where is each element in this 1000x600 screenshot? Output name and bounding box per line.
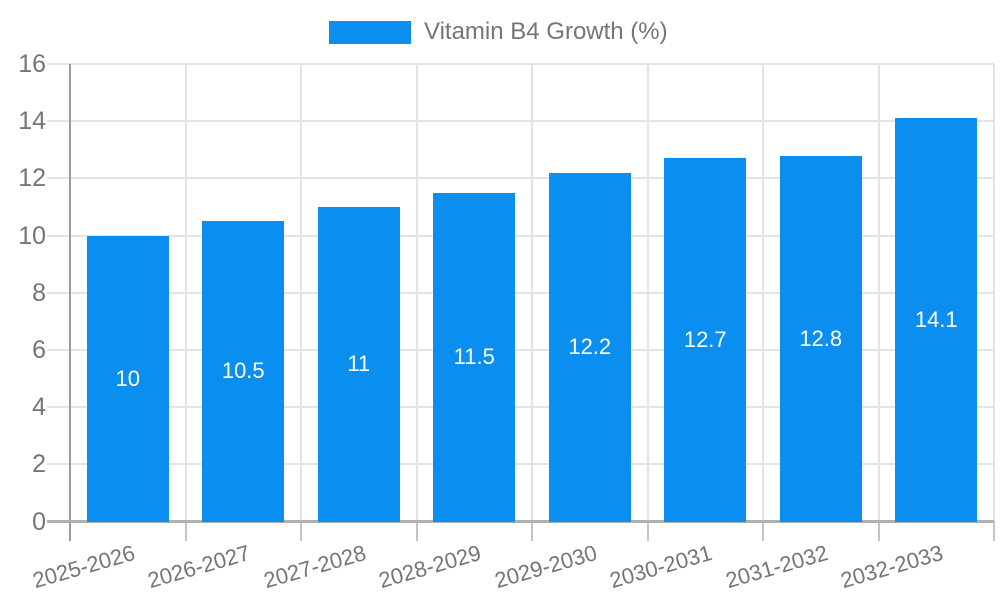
bar-value-label: 10.5 <box>221 358 265 384</box>
x-axis-category-label: 2027-2028 <box>260 540 369 594</box>
y-axis-tick-label: 6 <box>32 335 46 364</box>
bar-2029-2030[interactable] <box>548 172 631 522</box>
bar-2031-2032[interactable] <box>779 155 862 522</box>
x-axis-tick <box>762 521 764 541</box>
x-gridline <box>646 64 649 522</box>
x-gridline <box>415 64 418 522</box>
y-gridline <box>47 291 994 294</box>
bar-2030-2031[interactable] <box>664 158 747 522</box>
y-gridline <box>47 406 994 409</box>
bar-2028-2029[interactable] <box>433 192 516 522</box>
x-axis-tick <box>184 521 187 541</box>
y-axis-tick-label: 0 <box>32 507 46 536</box>
bar-value-label: 14.1 <box>914 306 958 332</box>
bar-value-label: 11 <box>347 351 371 377</box>
legend-item[interactable]: Vitamin B4 Growth (%) <box>329 20 668 44</box>
x-axis-category-label: 2032-2033 <box>837 540 946 594</box>
bar-2032-2033[interactable] <box>895 118 978 522</box>
x-gridline <box>184 64 187 522</box>
bar-2027-2028[interactable] <box>317 206 400 522</box>
y-axis-tick-label: 12 <box>18 164 46 193</box>
y-gridline <box>47 348 994 351</box>
x-axis-category-label: 2029-2030 <box>491 540 600 594</box>
bar-2026-2027[interactable] <box>202 221 285 522</box>
legend-swatch-icon <box>329 20 411 44</box>
x-axis-line <box>47 520 994 523</box>
y-gridline <box>47 120 994 123</box>
x-axis-tick <box>300 521 302 541</box>
y-axis-tick-label: 2 <box>32 450 46 479</box>
x-axis-category-label: 2030-2031 <box>606 540 715 594</box>
bar-value-label: 10 <box>115 365 140 391</box>
x-axis-tick <box>531 521 533 541</box>
y-gridline <box>47 463 994 466</box>
bar-value-label: 12.2 <box>568 334 612 360</box>
y-axis-line <box>69 64 71 541</box>
x-axis-category-label: 2031-2032 <box>722 540 831 594</box>
x-gridline <box>300 64 302 522</box>
y-axis-tick-label: 8 <box>32 278 46 307</box>
bar-value-label: 11.5 <box>453 344 495 370</box>
x-axis-category-label: 2026-2027 <box>144 540 253 594</box>
x-axis-category-label: 2025-2026 <box>29 540 138 594</box>
y-gridline <box>47 234 994 237</box>
x-gridline <box>877 64 880 522</box>
x-gridline <box>531 64 533 522</box>
y-axis-tick-label: 4 <box>32 393 46 422</box>
x-gridline <box>762 64 764 522</box>
bar-2025-2026[interactable] <box>86 235 169 522</box>
y-axis-tick-label: 10 <box>18 221 46 250</box>
y-gridline <box>47 63 994 65</box>
y-axis-tick-label: 14 <box>18 107 46 136</box>
y-gridline <box>47 177 994 180</box>
legend-label: Vitamin B4 Growth (%) <box>424 18 668 45</box>
x-axis-tick <box>993 521 995 541</box>
x-gridline <box>993 64 995 522</box>
x-axis-tick <box>646 521 649 541</box>
y-axis-tick-label: 16 <box>18 50 46 78</box>
x-axis-tick <box>415 521 418 541</box>
x-axis-tick <box>877 521 880 541</box>
x-axis-category-label: 2028-2029 <box>375 540 484 594</box>
bar-value-label: 12.7 <box>683 326 727 352</box>
bar-value-label: 12.8 <box>799 325 843 351</box>
